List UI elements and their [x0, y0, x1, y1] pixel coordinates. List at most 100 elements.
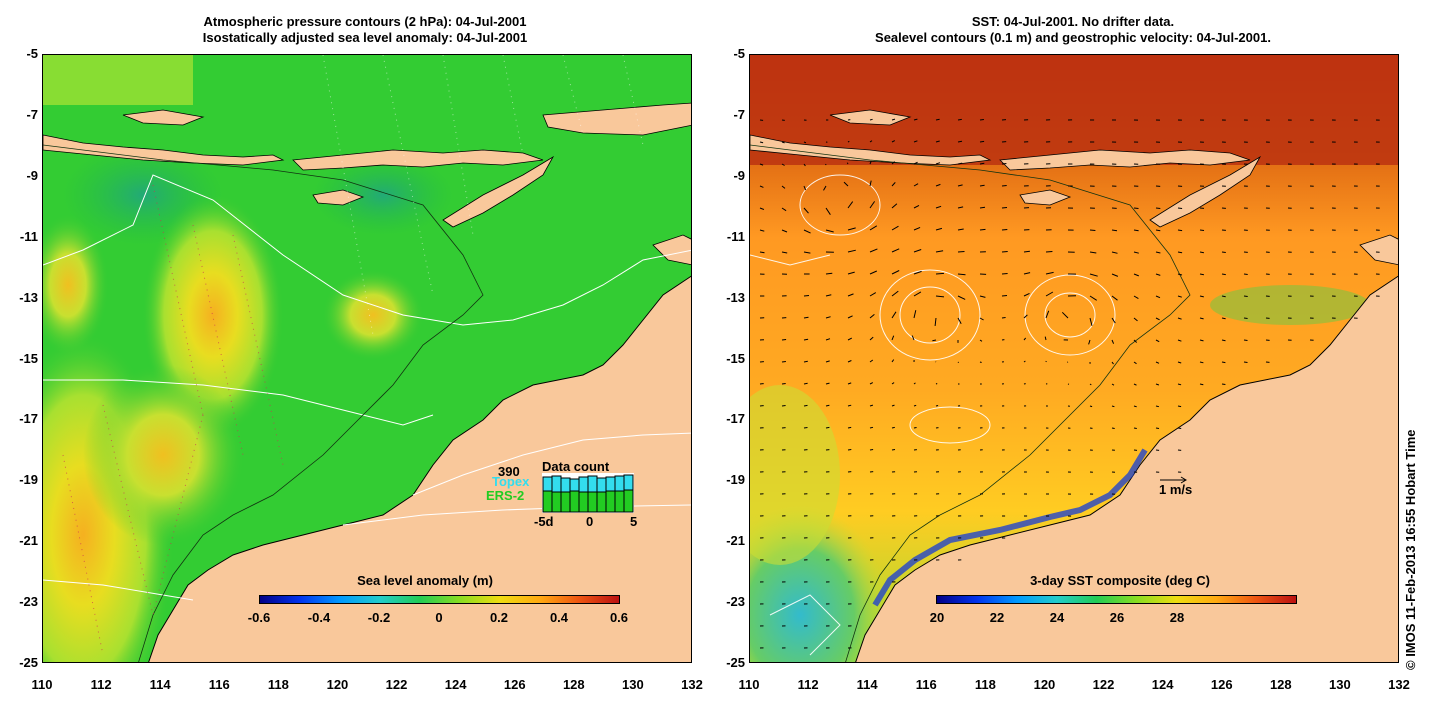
velocity-arrow	[1221, 383, 1226, 385]
right-title-line1: SST: 04-Jul-2001. No drifter data.	[971, 14, 1175, 29]
right-x-tick: 132	[1388, 677, 1410, 692]
velocity-arrow	[1133, 251, 1139, 254]
velocity-arrow	[1155, 251, 1161, 254]
velocity-arrow	[1001, 185, 1007, 187]
velocity-arrow	[913, 204, 920, 209]
velocity-arrow	[1089, 229, 1096, 231]
left-x-tick: 132	[681, 677, 703, 692]
velocity-arrow	[1155, 339, 1160, 343]
velocity-arrow	[781, 339, 787, 341]
left-x-tick: 130	[622, 677, 644, 692]
velocity-arrow	[979, 206, 986, 209]
data-count-histogram	[542, 473, 634, 513]
velocity-arrow	[803, 185, 807, 191]
right-x-tick: 118	[974, 677, 996, 692]
velocity-arrow	[1001, 295, 1008, 297]
data-count-max: 390	[498, 464, 520, 479]
velocity-arrow	[1177, 295, 1182, 298]
velocity-arrow	[913, 427, 917, 429]
velocity-arrow	[781, 185, 786, 189]
left-x-tick: 124	[444, 677, 467, 692]
velocity-arrow	[759, 207, 765, 210]
right-x-tick: 120	[1033, 677, 1056, 692]
velocity-arrow	[913, 404, 917, 407]
velocity-arrow	[759, 229, 765, 232]
velocity-arrow	[1221, 273, 1226, 276]
velocity-arrow	[825, 404, 830, 407]
velocity-arrow	[979, 162, 985, 165]
right-x-tick: 112	[797, 677, 819, 692]
velocity-arrow	[846, 162, 849, 165]
right-y-tick: -7	[733, 106, 745, 122]
velocity-arrow	[891, 335, 895, 341]
velocity-arrow	[935, 227, 943, 231]
left-y-tick: -25	[19, 655, 38, 670]
velocity-arrow	[803, 338, 809, 341]
velocity-arrow	[1111, 317, 1116, 324]
velocity-arrow	[1155, 273, 1161, 276]
right-y-tick: -9	[733, 167, 745, 183]
velocity-arrow	[825, 316, 831, 319]
left-cb-tick-4: 0	[435, 610, 443, 625]
right-cb-tick-1: 20	[929, 610, 945, 625]
velocity-arrow	[825, 426, 830, 429]
velocity-arrow	[1111, 229, 1118, 232]
data-count-series1: Topex	[492, 474, 530, 489]
velocity-arrow	[781, 251, 788, 254]
velocity-arrow	[869, 404, 874, 407]
left-y-tick: -23	[19, 594, 38, 610]
velocity-arrow	[1111, 405, 1115, 408]
velocity-arrow	[1045, 271, 1054, 275]
velocity-arrow	[957, 140, 963, 143]
velocity-arrow	[935, 405, 939, 407]
velocity-arrow	[847, 293, 854, 297]
data-count-xtick-end: 5	[630, 514, 638, 529]
sst-map	[749, 54, 1399, 663]
velocity-arrow	[957, 361, 959, 364]
velocity-arrow	[1243, 273, 1248, 275]
data-count-series2: ERS-2	[486, 488, 525, 503]
velocity-arrow	[1023, 314, 1028, 319]
velocity-arrow	[869, 292, 877, 297]
velocity-arrow	[869, 248, 878, 253]
velocity-arrow	[1177, 317, 1182, 320]
left-y-tick: -21	[19, 533, 38, 549]
velocity-arrow	[1199, 295, 1204, 298]
velocity-arrow	[1089, 317, 1093, 326]
left-x-tick: 114	[149, 677, 171, 692]
velocity-arrow	[1001, 207, 1008, 209]
right-x-tick: 110	[738, 677, 760, 692]
velocity-arrow	[803, 251, 811, 254]
right-y-tick: -17	[726, 411, 745, 427]
velocity-arrow	[913, 291, 922, 297]
velocity-arrow	[935, 118, 940, 121]
left-y-tick: -5	[26, 46, 38, 61]
velocity-arrow	[869, 426, 874, 429]
velocity-arrow	[1133, 427, 1137, 429]
velocity-arrow	[891, 140, 896, 143]
velocity-arrow	[1089, 251, 1097, 254]
left-y-tick: -7	[26, 106, 38, 122]
velocity-arrow	[1243, 361, 1248, 363]
velocity-arrow	[803, 404, 808, 407]
velocity-arrow	[913, 183, 919, 187]
velocity-arrow	[1001, 251, 1008, 253]
velocity-arrow	[911, 335, 915, 341]
velocity-arrow	[803, 207, 809, 214]
velocity-arrow	[1133, 273, 1139, 277]
velocity-arrow	[1001, 229, 1008, 231]
velocity-arrow	[932, 339, 937, 342]
velocity-arrow	[1243, 339, 1248, 341]
velocity-arrow	[1133, 317, 1138, 322]
velocity-arrow	[1088, 339, 1091, 345]
velocity-arrow	[913, 270, 922, 275]
velocity-arrow	[891, 382, 895, 385]
velocity-arrow	[1155, 405, 1160, 408]
velocity-arrow	[803, 295, 810, 297]
velocity-arrow	[979, 119, 984, 121]
velocity-arrow	[1023, 250, 1030, 253]
velocity-arrow	[781, 361, 786, 363]
velocity-arrow	[1044, 336, 1047, 341]
left-x-tick: 116	[208, 677, 230, 692]
left-y-tick: -15	[19, 350, 38, 366]
